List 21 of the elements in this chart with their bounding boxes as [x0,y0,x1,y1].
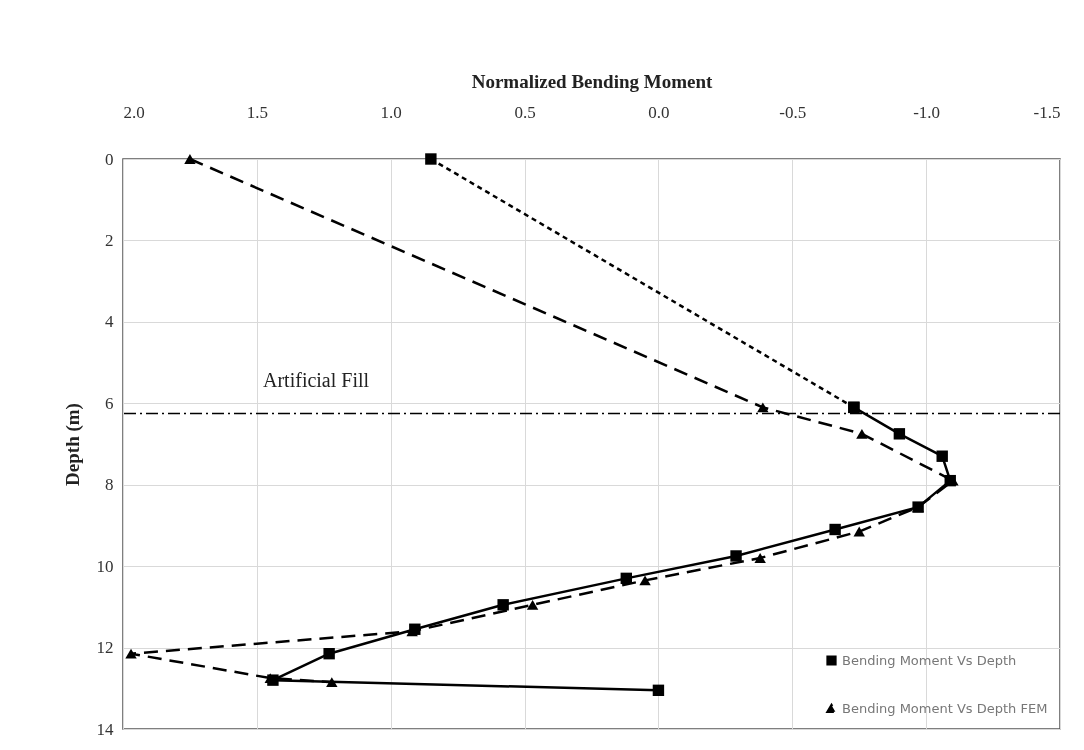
x-tick-label: 0.0 [648,102,670,122]
y-tick-label: 12 [96,638,114,658]
y-axis-title: Depth (m) [61,403,84,486]
ref-line-label: Artificial Fill [263,369,370,392]
x-tick-label: 1.0 [380,102,402,122]
x-tick-label: 0.5 [514,102,536,122]
legend-label: Bending Moment Vs Depth [842,652,1017,668]
legend-label: Bending Moment Vs Depth FEM [842,700,1048,716]
y-tick-label: 14 [96,719,114,739]
y-tick-label: 2 [105,230,114,250]
y-tick-label: 8 [105,475,114,495]
y-tick-label: 0 [105,149,114,169]
x-tick-label: 1.5 [246,102,268,122]
y-tick-label: 10 [96,556,114,576]
x-tick-label: -0.5 [779,102,807,122]
x-tick-label: 2.0 [123,102,145,122]
y-tick-label: 4 [105,312,114,332]
x-tick-label: -1.5 [1033,102,1061,122]
x-axis-title: Normalized Bending Moment [471,70,713,92]
y-tick-label: 6 [105,393,114,413]
x-tick-label: -1.0 [913,102,941,122]
